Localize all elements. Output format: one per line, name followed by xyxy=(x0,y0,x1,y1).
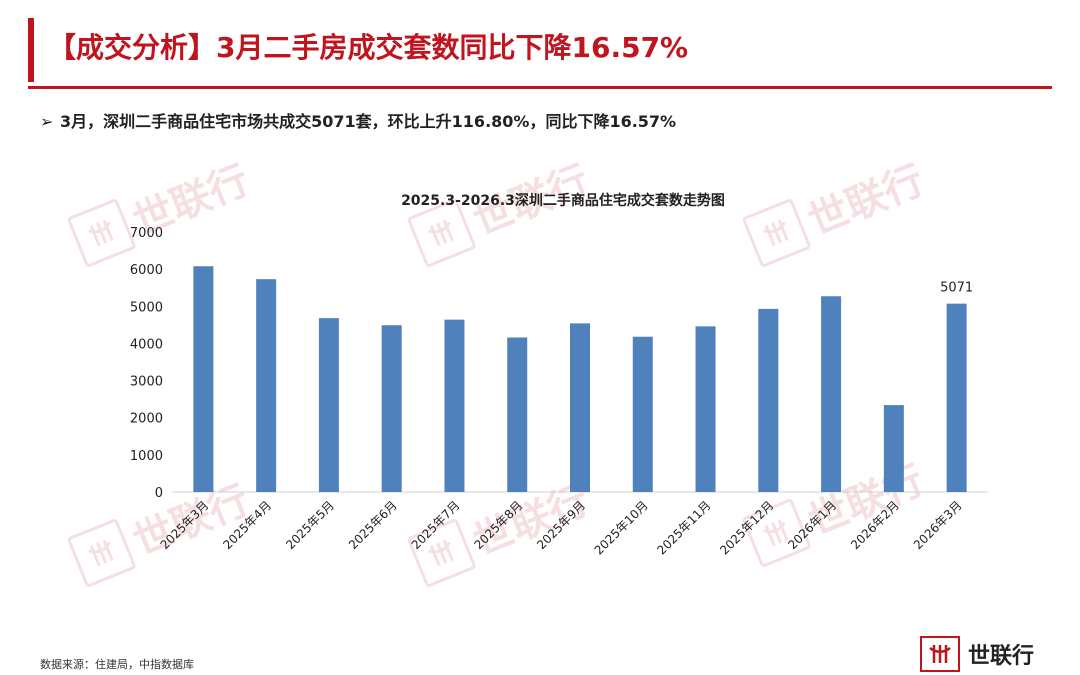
x-tick-label: 2026年2月 xyxy=(848,498,902,552)
bar xyxy=(821,296,842,492)
x-tick-label: 2025年3月 xyxy=(158,498,212,552)
bar xyxy=(193,266,214,492)
bar xyxy=(570,323,590,492)
title-divider xyxy=(28,86,1052,89)
y-tick-label: 2000 xyxy=(130,412,163,427)
x-tick-label: 2025年12月 xyxy=(717,498,776,557)
bar xyxy=(632,336,653,492)
brand-logo: 世联行 xyxy=(920,636,1034,672)
x-tick-label: 2025年5月 xyxy=(283,498,337,552)
bar xyxy=(318,318,339,492)
bar xyxy=(946,303,967,492)
x-tick-label: 2026年1月 xyxy=(785,498,839,552)
bar xyxy=(381,325,402,492)
bar-chart: 2025.3-2026.3深圳二手商品住宅成交套数走势图 0 1000 2000 300… xyxy=(130,192,988,557)
data-source: 数据来源：住建局，中指数据库 xyxy=(40,658,194,671)
bar xyxy=(883,405,904,492)
summary-bullet: ➢ 3月，深圳二手商品住宅市场共成交5071套，环比上升116.80%，同比下降1… xyxy=(40,108,676,132)
y-tick-label: 3000 xyxy=(130,375,163,390)
chart-title: 2025.3-2026.3深圳二手商品住宅成交套数走势图 xyxy=(401,192,725,209)
bar xyxy=(507,337,528,492)
x-tick-label: 2025年9月 xyxy=(534,498,588,552)
x-tick-label: 2025年6月 xyxy=(346,498,400,552)
data-label: 5071 xyxy=(940,281,973,296)
y-tick-label: 1000 xyxy=(130,449,163,464)
x-tick-label: 2025年11月 xyxy=(654,498,713,557)
y-tick-label: 7000 xyxy=(130,226,163,241)
x-tick-label: 2025年7月 xyxy=(409,498,463,552)
bar xyxy=(758,308,779,492)
x-tick-label: 2025年8月 xyxy=(471,498,525,552)
bar xyxy=(695,326,716,492)
y-tick-label: 6000 xyxy=(130,263,163,278)
brand-name: 世联行 xyxy=(968,644,1035,669)
y-tick-label: 5000 xyxy=(130,300,163,315)
y-tick-label: 4000 xyxy=(130,337,163,352)
x-tick-label: 2026年3月 xyxy=(911,498,965,552)
x-tick-label: 2025年10月 xyxy=(592,498,651,557)
bar xyxy=(256,279,277,492)
x-tick-label: 2025年4月 xyxy=(220,498,274,552)
title-accent-bar xyxy=(28,18,34,82)
summary-text: 3月，深圳二手商品住宅市场共成交5071套，环比上升116.80%，同比下降16… xyxy=(60,112,677,131)
y-tick-label: 0 xyxy=(155,486,163,501)
bullet-arrow-icon: ➢ xyxy=(40,112,54,131)
page-title: 【成交分析】3月二手房成交套数同比下降16.57% xyxy=(48,31,689,64)
bar xyxy=(444,319,465,492)
brand-logo-icon xyxy=(920,636,960,672)
